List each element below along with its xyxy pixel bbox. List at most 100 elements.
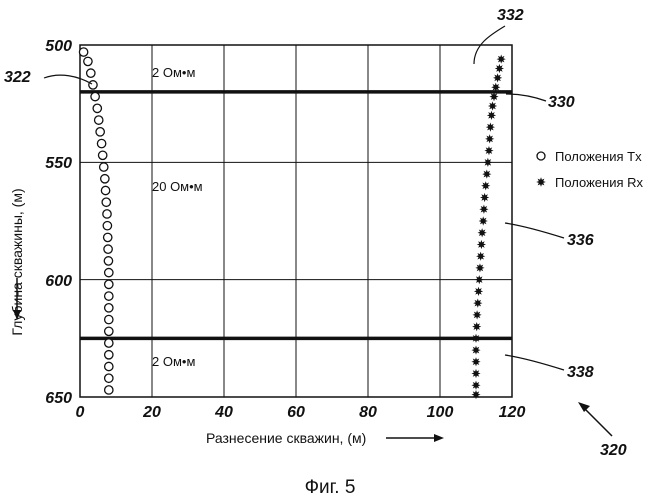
rx-point — [471, 334, 480, 343]
rx-point — [487, 111, 496, 120]
tx-point — [95, 116, 103, 124]
x-tick-label: 60 — [287, 404, 305, 421]
rx-point — [485, 134, 494, 143]
x-tick-label: 120 — [499, 404, 526, 421]
rx-series — [471, 54, 505, 399]
reference-322: 322 — [4, 69, 92, 86]
tx-point — [105, 304, 113, 312]
tx-point — [87, 69, 95, 77]
x-tick-label: 20 — [142, 404, 161, 421]
tx-point — [89, 81, 97, 89]
y-tick-label: 550 — [45, 155, 72, 172]
rx-point — [479, 205, 488, 214]
tx-point — [105, 374, 113, 382]
rx-point — [471, 369, 480, 378]
zone-label: 20 Ом•м — [152, 179, 203, 194]
figure-caption: Фиг. 5 — [305, 477, 356, 498]
tx-series — [79, 48, 113, 394]
reference-338: 338 — [505, 355, 594, 381]
tx-point — [93, 104, 101, 112]
grid — [80, 45, 512, 397]
tx-point — [105, 386, 113, 394]
rx-point — [491, 83, 500, 92]
rx-point — [471, 357, 480, 366]
tx-point — [105, 327, 113, 335]
reference-332: 332 — [474, 7, 524, 64]
rx-point — [472, 322, 481, 331]
rx-point — [481, 181, 490, 190]
rx-point — [483, 158, 492, 167]
reference-336: 336 — [505, 223, 594, 249]
rx-point — [478, 228, 487, 237]
tx-point — [105, 362, 113, 370]
tx-point — [104, 245, 112, 253]
reference-numeral: 338 — [567, 364, 594, 381]
rx-point — [488, 101, 497, 110]
rx-point — [479, 216, 488, 225]
rx-point — [475, 275, 484, 284]
rx-point — [497, 54, 506, 63]
tx-point — [84, 57, 92, 65]
tx-point — [101, 186, 109, 194]
tx-point — [103, 221, 111, 229]
rx-point — [476, 252, 485, 261]
x-tick-label: 40 — [214, 404, 233, 421]
y-tick-label: 650 — [45, 390, 72, 407]
reference-320: 320 — [578, 402, 627, 459]
legend-tx-label: Положения Tx — [555, 149, 642, 164]
rx-point — [472, 310, 481, 319]
rx-point — [486, 123, 495, 132]
rx-point — [471, 345, 480, 354]
tx-point — [97, 139, 105, 147]
x-tick-label: 0 — [76, 404, 85, 421]
legend-rx-marker — [536, 177, 546, 187]
rx-point — [495, 64, 504, 73]
legend-rx-label: Положения Rx — [555, 175, 644, 190]
rx-point — [477, 240, 486, 249]
reference-numeral: 336 — [567, 232, 594, 249]
tx-point — [79, 48, 87, 56]
reference-330: 330 — [506, 94, 575, 111]
y-tick-labels: 500 550 600 650 — [45, 38, 72, 407]
reference-numeral: 322 — [4, 69, 31, 86]
tx-point — [102, 198, 110, 206]
tx-point — [96, 128, 104, 136]
rx-point — [484, 146, 493, 155]
rx-point — [482, 169, 491, 178]
tx-point — [100, 163, 108, 171]
rx-point — [471, 390, 480, 399]
tx-point — [105, 315, 113, 323]
zone-label: 2 Ом•м — [152, 65, 195, 80]
tx-point — [105, 351, 113, 359]
tx-point — [103, 210, 111, 218]
y-tick-label: 500 — [45, 38, 72, 55]
reference-numeral: 320 — [600, 442, 627, 459]
legend-rx-star — [536, 177, 546, 187]
tx-point — [105, 280, 113, 288]
tx-point — [105, 292, 113, 300]
rx-point — [473, 299, 482, 308]
rx-point — [493, 73, 502, 82]
tx-point — [101, 175, 109, 183]
tx-point — [104, 233, 112, 241]
rx-point — [475, 263, 484, 272]
tx-point — [104, 257, 112, 265]
tx-point — [91, 92, 99, 100]
rx-point — [480, 193, 489, 202]
reference-numeral: 330 — [548, 94, 575, 111]
x-tick-label: 80 — [359, 404, 377, 421]
rx-point — [471, 381, 480, 390]
legend-tx-marker — [537, 152, 545, 160]
y-tick-label: 600 — [45, 273, 72, 290]
reference-numeral: 332 — [497, 7, 524, 24]
zone-label: 2 Ом•м — [152, 354, 195, 369]
rx-point — [489, 92, 498, 101]
x-axis-arrow — [386, 434, 444, 442]
x-tick-labels: 0 20 40 60 80 100 120 — [76, 404, 526, 421]
rx-point — [474, 287, 483, 296]
tx-point — [98, 151, 106, 159]
x-tick-label: 100 — [427, 404, 454, 421]
tx-point — [105, 268, 113, 276]
x-axis-label: Разнесение скважин, (м) — [206, 430, 366, 446]
